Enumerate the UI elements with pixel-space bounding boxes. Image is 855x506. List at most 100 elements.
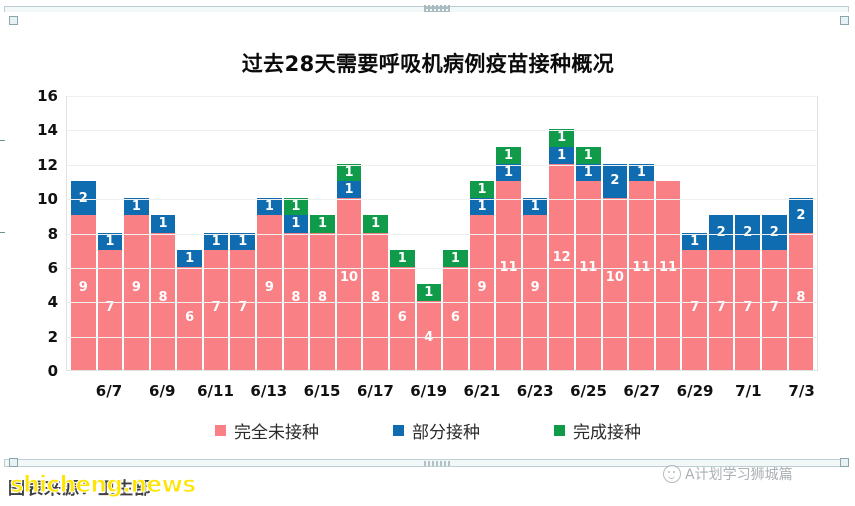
bar-segment-完成接种[interactable]: 1 — [336, 163, 362, 181]
bar-segment-完全未接种[interactable]: 8 — [283, 232, 309, 370]
bar-segment-完全未接种[interactable]: 11 — [629, 180, 654, 370]
bar-segment-部分接种[interactable]: 1 — [522, 198, 548, 216]
bar-segment-完成接种[interactable]: 1 — [416, 284, 442, 302]
bar-segment-完全未接种[interactable]: 6 — [443, 266, 468, 370]
bar-segment-完全未接种[interactable]: 9 — [124, 215, 149, 370]
bar-segment-完全未接种[interactable]: 10 — [336, 198, 362, 370]
bar-segment-部分接种[interactable]: 1 — [469, 198, 495, 216]
bar-segment-完全未接种[interactable]: 11 — [575, 180, 601, 370]
bar-column[interactable]: 1 1 11 — [496, 96, 521, 370]
bar-segment-完全未接种[interactable]: 9 — [469, 215, 495, 370]
bar-segment-部分接种[interactable]: 1 — [575, 163, 601, 181]
bar-segment-部分接种[interactable]: 2 — [788, 198, 814, 233]
bar-segment-完全未接种[interactable]: 7 — [203, 249, 229, 370]
bar-segment-完全未接种[interactable]: 9 — [522, 215, 548, 370]
bar-segment-部分接种[interactable]: 1 — [257, 198, 282, 216]
bar-segment-完全未接种[interactable]: 7 — [735, 249, 761, 370]
bar-segment-完全未接种[interactable]: 12 — [549, 163, 574, 370]
bar-segment-完全未接种[interactable]: 4 — [416, 301, 442, 370]
bar-segment-部分接种[interactable]: 1 — [682, 232, 707, 250]
bar-segment-完全未接种[interactable]: 6 — [177, 266, 202, 370]
bar-segment-完成接种[interactable]: 1 — [310, 215, 335, 233]
bar-segment-完全未接种[interactable]: 7 — [762, 249, 787, 370]
bar-segment-完成接种[interactable]: 1 — [443, 249, 468, 267]
bar-segment-完全未接种[interactable]: 7 — [708, 249, 734, 370]
legend-item-完全未接种[interactable]: 完全未接种 — [215, 418, 319, 443]
bar-segment-完成接种[interactable]: 1 — [363, 215, 388, 233]
bar-segment-部分接种[interactable]: 1 — [336, 180, 362, 199]
resize-handle-bottom-left[interactable] — [9, 458, 18, 467]
bar-segment-部分接种[interactable]: 1 — [177, 249, 202, 267]
bar-segment-完全未接种[interactable]: 11 — [655, 180, 681, 370]
bar-segment-完全未接种[interactable]: 11 — [496, 180, 521, 370]
resize-handle-top-left[interactable] — [9, 16, 18, 25]
bar-segment-完全未接种[interactable]: 8 — [150, 232, 176, 370]
resize-grip-icon[interactable] — [424, 5, 450, 12]
bar-segment-完成接种[interactable]: 1 — [469, 180, 495, 199]
bar-segment-完成接种[interactable]: 1 — [549, 129, 574, 147]
bar-segment-完全未接种[interactable]: 7 — [682, 249, 707, 370]
legend-item-完成接种[interactable]: 完成接种 — [554, 418, 641, 443]
bar-segment-完全未接种[interactable]: 7 — [97, 249, 123, 370]
bar-segment-完全未接种[interactable]: 8 — [788, 232, 814, 370]
bar-segment-部分接种[interactable]: 1 — [124, 198, 149, 216]
bar-segment-部分接种[interactable]: 1 — [549, 146, 574, 164]
bar-column[interactable]: 1 11 — [629, 96, 654, 370]
resize-handle-bottom-right[interactable] — [840, 458, 849, 467]
bar-segment-完成接种[interactable]: 1 — [283, 198, 309, 216]
bar-segment-完全未接种[interactable]: 6 — [389, 266, 415, 370]
bar-segment-完成接种[interactable]: 1 — [575, 146, 601, 164]
bar-segment-部分接种[interactable]: 2 — [762, 215, 787, 250]
bar-segment-完全未接种[interactable]: 10 — [602, 198, 628, 370]
bar-segment-完全未接种[interactable]: 7 — [230, 249, 256, 370]
bar-segment-部分接种[interactable]: 2 — [708, 215, 734, 250]
bar-value-label: 9 — [78, 280, 88, 296]
bar-segment-完成接种[interactable]: 1 — [389, 249, 415, 267]
resize-handle-top-right[interactable] — [840, 16, 849, 25]
bar-segment-完全未接种[interactable]: 9 — [71, 215, 96, 370]
bar-column[interactable]: 1 1 12 — [549, 96, 574, 370]
bar-column[interactable]: 1 1 11 — [575, 96, 601, 370]
bar-segment-部分接种[interactable]: 2 — [71, 180, 96, 216]
bar-segment-完成接种[interactable]: 1 — [496, 146, 521, 164]
bar-segment-部分接种[interactable]: 1 — [230, 232, 256, 250]
bar-segment-部分接种[interactable]: 1 — [97, 232, 123, 250]
bar-segment-部分接种[interactable]: 1 — [283, 215, 309, 233]
resize-grip-bottom-icon[interactable] — [424, 461, 450, 466]
bar-column[interactable]: 11 — [655, 96, 681, 370]
bar-segment-部分接种[interactable]: 2 — [602, 163, 628, 199]
bar-segment-部分接种[interactable]: 1 — [496, 163, 521, 181]
bar-segment-完全未接种[interactable]: 8 — [310, 232, 335, 370]
bar-segment-部分接种[interactable]: 2 — [735, 215, 761, 250]
bar-segment-部分接种[interactable]: 1 — [203, 232, 229, 250]
bar-segment-完全未接种[interactable]: 9 — [257, 215, 282, 370]
legend-item-部分接种[interactable]: 部分接种 — [393, 418, 480, 443]
bar-segment-完全未接种[interactable]: 8 — [363, 232, 388, 370]
gridline — [67, 130, 817, 132]
bar-segment-部分接种[interactable]: 1 — [150, 215, 176, 233]
bar-column[interactable]: 1 1 10 — [336, 96, 362, 370]
bar-column[interactable]: 2 10 — [602, 96, 628, 370]
bar-segment-部分接种[interactable]: 1 — [629, 163, 654, 181]
